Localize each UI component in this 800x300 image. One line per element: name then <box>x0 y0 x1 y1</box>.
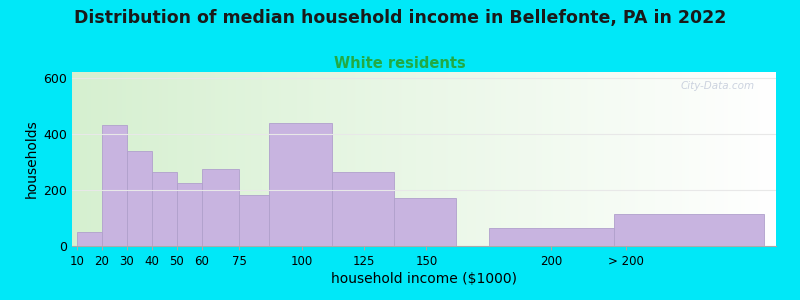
Y-axis label: households: households <box>25 120 39 198</box>
Text: Distribution of median household income in Bellefonte, PA in 2022: Distribution of median household income … <box>74 9 726 27</box>
Text: City-Data.com: City-Data.com <box>681 81 755 91</box>
Text: White residents: White residents <box>334 56 466 70</box>
Bar <box>77 232 102 246</box>
Bar <box>102 125 127 246</box>
Bar <box>394 198 457 246</box>
Bar <box>270 122 332 246</box>
Bar <box>489 228 614 246</box>
Bar <box>127 151 152 246</box>
Bar <box>152 172 177 246</box>
X-axis label: household income ($1000): household income ($1000) <box>331 272 517 286</box>
Bar <box>177 183 202 246</box>
Bar <box>239 196 270 246</box>
Bar <box>202 169 239 246</box>
Bar <box>614 214 763 246</box>
Bar <box>332 172 394 246</box>
